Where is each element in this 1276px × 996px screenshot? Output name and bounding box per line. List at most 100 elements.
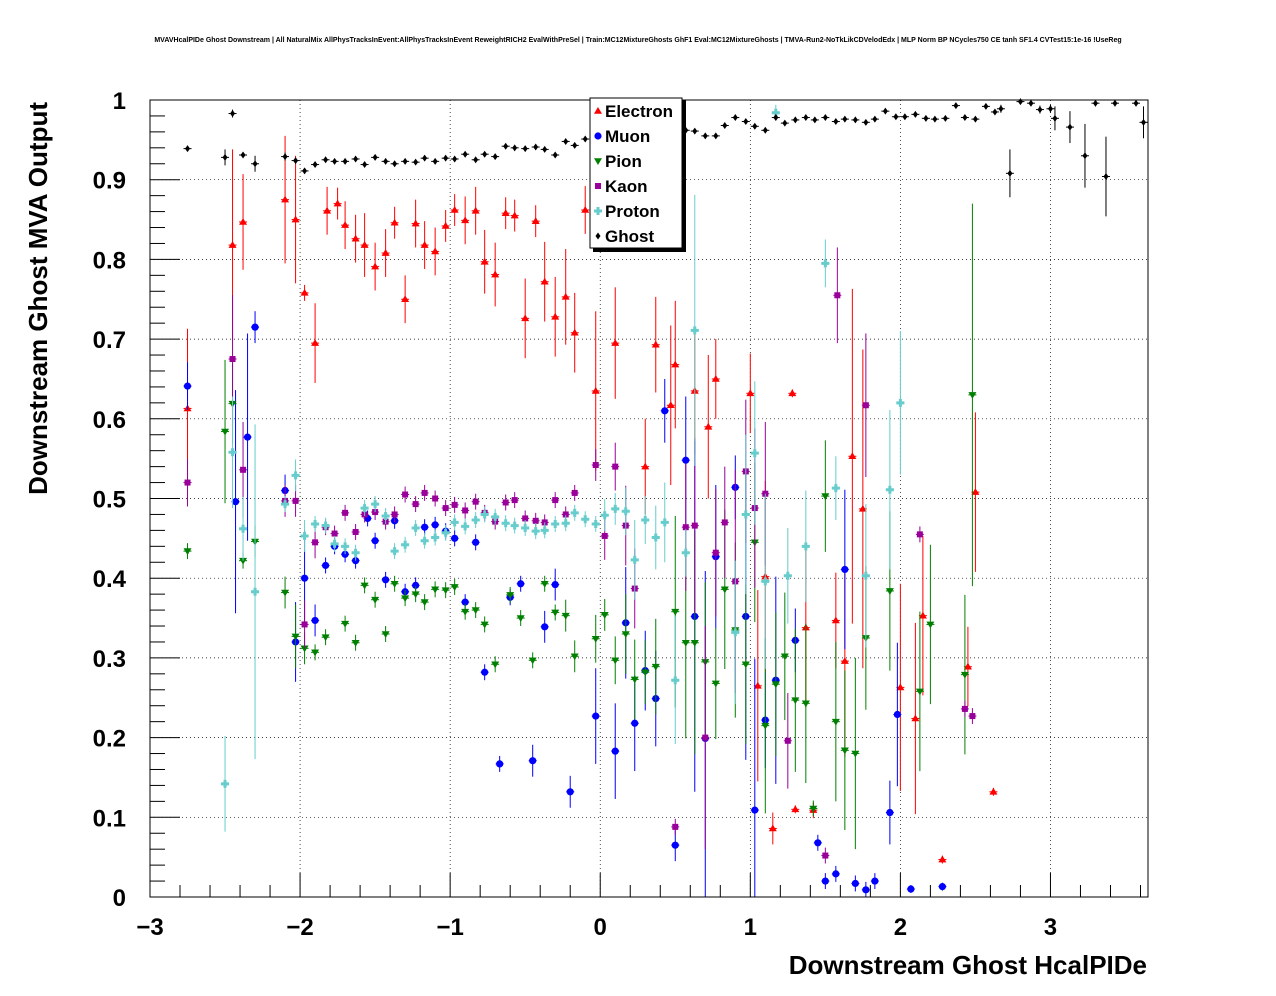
data-point bbox=[533, 143, 539, 151]
data-point bbox=[551, 609, 560, 617]
data-point bbox=[221, 779, 230, 788]
data-point bbox=[512, 144, 518, 152]
data-point bbox=[360, 241, 369, 248]
data-point bbox=[840, 657, 849, 664]
data-point bbox=[902, 113, 908, 121]
data-point bbox=[885, 588, 894, 595]
data-point bbox=[722, 122, 728, 130]
data-point bbox=[848, 452, 857, 460]
data-point bbox=[300, 645, 309, 653]
data-point bbox=[768, 824, 777, 832]
data-point bbox=[360, 582, 369, 590]
data-point bbox=[351, 548, 360, 557]
data-point bbox=[401, 295, 410, 303]
data-point bbox=[631, 719, 639, 727]
data-point bbox=[962, 114, 968, 122]
data-point bbox=[552, 497, 559, 504]
series-pion bbox=[183, 203, 977, 850]
data-point bbox=[1133, 99, 1139, 107]
data-point bbox=[630, 676, 639, 684]
data-point bbox=[516, 615, 525, 623]
data-point bbox=[531, 527, 540, 536]
data-point bbox=[1017, 98, 1023, 106]
data-point bbox=[666, 401, 675, 409]
data-point bbox=[185, 145, 191, 153]
data-point bbox=[351, 234, 360, 242]
data-point bbox=[413, 158, 419, 166]
y-tick-label: 0 bbox=[113, 885, 126, 912]
y-tick-label: 0.6 bbox=[93, 407, 126, 434]
data-point bbox=[390, 218, 399, 226]
data-point bbox=[711, 680, 720, 688]
data-point bbox=[780, 653, 789, 661]
data-point bbox=[471, 607, 480, 615]
data-point bbox=[893, 710, 901, 719]
data-point bbox=[412, 501, 419, 508]
data-point bbox=[461, 608, 470, 616]
data-point bbox=[821, 493, 830, 501]
data-point bbox=[1028, 99, 1034, 107]
data-point bbox=[611, 504, 620, 513]
data-point bbox=[704, 422, 713, 430]
data-point bbox=[972, 115, 978, 123]
data-point bbox=[442, 505, 449, 512]
data-point bbox=[239, 217, 248, 225]
data-point bbox=[510, 211, 519, 219]
data-point bbox=[451, 501, 458, 508]
data-point bbox=[302, 167, 308, 175]
data-point bbox=[301, 621, 308, 628]
data-point bbox=[1037, 106, 1043, 114]
data-point bbox=[630, 555, 639, 564]
data-point bbox=[641, 669, 650, 677]
data-point bbox=[938, 883, 946, 891]
data-point bbox=[611, 657, 620, 665]
data-point bbox=[450, 518, 459, 527]
data-point bbox=[832, 870, 840, 878]
data-point bbox=[600, 511, 609, 520]
data-point bbox=[570, 328, 579, 336]
data-point bbox=[402, 491, 409, 498]
data-point bbox=[872, 115, 878, 123]
data-point bbox=[240, 151, 246, 159]
data-point bbox=[743, 118, 749, 126]
data-point bbox=[882, 107, 888, 115]
data-point bbox=[563, 137, 569, 145]
data-point bbox=[570, 653, 579, 661]
data-point bbox=[791, 805, 800, 813]
data-point bbox=[323, 156, 329, 164]
data-point bbox=[522, 145, 528, 153]
data-point bbox=[773, 114, 779, 122]
data-point bbox=[963, 662, 972, 670]
data-point bbox=[1140, 118, 1146, 126]
data-point bbox=[621, 631, 630, 638]
data-point bbox=[540, 277, 549, 285]
data-point bbox=[431, 521, 439, 529]
data-point bbox=[540, 526, 549, 535]
data-point bbox=[893, 113, 899, 121]
data-point bbox=[942, 114, 948, 122]
data-point bbox=[231, 498, 240, 506]
data-point bbox=[441, 528, 450, 537]
data-point bbox=[491, 270, 500, 278]
data-point bbox=[230, 110, 236, 118]
legend-marker-pion bbox=[594, 158, 602, 165]
data-point bbox=[961, 705, 968, 712]
data-point bbox=[552, 151, 558, 159]
data-point bbox=[351, 639, 360, 647]
data-point bbox=[720, 586, 729, 594]
data-point bbox=[472, 538, 480, 546]
data-point bbox=[862, 402, 869, 409]
data-point bbox=[382, 576, 390, 584]
data-point bbox=[861, 571, 870, 580]
data-point bbox=[612, 463, 619, 470]
data-point bbox=[221, 428, 230, 436]
data-point bbox=[938, 855, 947, 863]
data-point bbox=[968, 392, 977, 399]
data-point bbox=[712, 549, 719, 556]
data-point bbox=[702, 734, 709, 741]
data-point bbox=[852, 116, 858, 124]
data-point bbox=[551, 312, 560, 320]
data-point bbox=[1047, 105, 1053, 113]
data-point bbox=[851, 879, 859, 888]
data-point bbox=[461, 522, 470, 531]
